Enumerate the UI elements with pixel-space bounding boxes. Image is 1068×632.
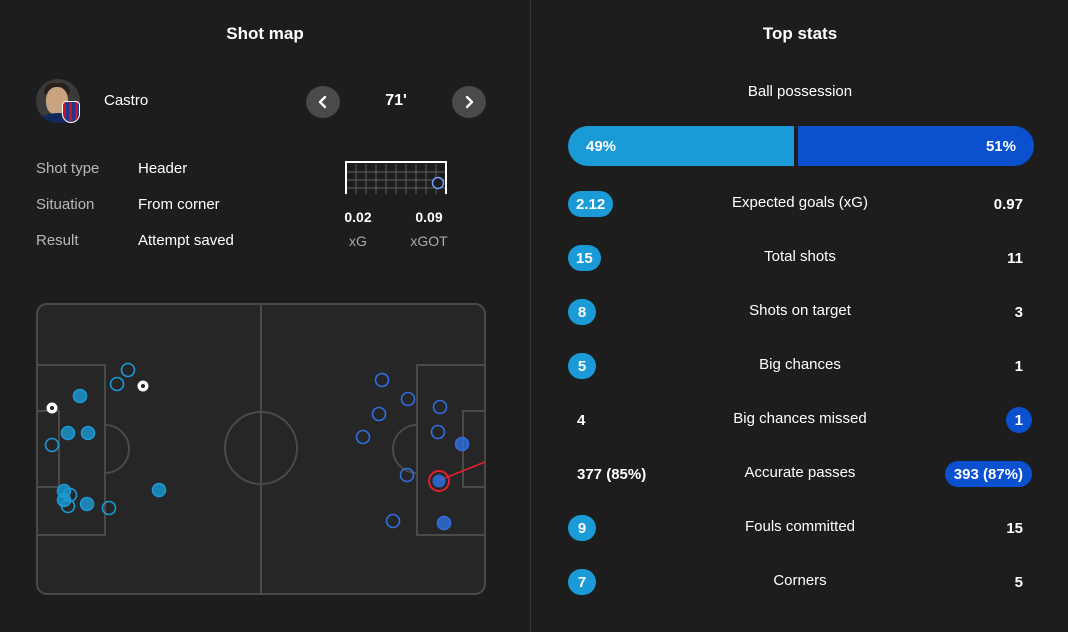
- possession-home-bar: 49%: [568, 126, 794, 166]
- shot-marker[interactable]: [44, 437, 60, 453]
- stat-away-value: 1: [1005, 407, 1032, 433]
- shot-marker[interactable]: [355, 429, 371, 445]
- stat-home-value: 7: [568, 569, 596, 595]
- top-stats-panel: Top stats Ball possession 49% 51% 2.12 E…: [532, 0, 1068, 632]
- next-shot-button[interactable]: [452, 86, 486, 118]
- stat-home-value: 377 (85%): [577, 465, 647, 483]
- goal-mouth-graphic: [345, 161, 447, 194]
- stat-away-value: 15: [1006, 519, 1023, 537]
- shot-marker[interactable]: [60, 498, 76, 514]
- shot-marker[interactable]: [371, 406, 387, 422]
- stat-away-value: 1: [1014, 357, 1023, 375]
- shot-map-panel: Shot map Castro 71' Shot type Header Sit…: [0, 0, 530, 632]
- shot-marker[interactable]: [374, 372, 390, 388]
- stat-home-value: 9: [568, 515, 596, 541]
- situation-label: Situation: [36, 196, 95, 213]
- chevron-left-icon: [318, 95, 327, 109]
- club-badge-icon: [62, 101, 80, 123]
- stat-away-value: 5: [1014, 573, 1023, 591]
- result-value: Attempt saved: [138, 232, 234, 249]
- stat-row-big-chances-missed: 4 Big chances missed 1: [532, 406, 1068, 434]
- stat-label: Expected goals (xG): [732, 194, 868, 211]
- shot-type-value: Header: [138, 160, 188, 177]
- stat-home-value: 15: [568, 245, 601, 271]
- stat-away-value: 11: [1007, 249, 1023, 267]
- chevron-right-icon: [465, 95, 474, 109]
- shot-map-pitch[interactable]: [36, 303, 486, 595]
- stat-away-value: 0.97: [993, 195, 1023, 213]
- possession-away-value: 51%: [985, 137, 1016, 155]
- shot-marker[interactable]: [436, 515, 452, 531]
- possession-away-bar: 51%: [798, 126, 1034, 166]
- xg-value: 0.02: [344, 209, 372, 225]
- shot-marker[interactable]: [60, 425, 76, 441]
- stat-row-fouls-committed: 9 Fouls committed 15: [532, 514, 1068, 542]
- stat-label: Accurate passes: [744, 464, 856, 481]
- stat-home-value: 2.12: [568, 191, 614, 217]
- shot-marker[interactable]: [109, 376, 125, 392]
- previous-shot-button[interactable]: [306, 86, 340, 118]
- stat-label: Total shots: [764, 248, 836, 265]
- football-icon[interactable]: [46, 402, 58, 414]
- shot-marker[interactable]: [79, 496, 95, 512]
- shot-marker[interactable]: [151, 482, 167, 498]
- stat-away-value: 393 (87%): [944, 461, 1032, 487]
- shot-marker[interactable]: [430, 424, 446, 440]
- stat-row-big-chances: 5 Big chances 1: [532, 352, 1068, 380]
- shot-marker[interactable]: [101, 500, 117, 516]
- stat-label: Fouls committed: [744, 518, 856, 535]
- shot-marker[interactable]: [385, 513, 401, 529]
- shot-location-marker: [431, 176, 445, 190]
- stat-row-corners: 7 Corners 5: [532, 568, 1068, 596]
- shot-marker[interactable]: [454, 436, 470, 452]
- stat-label: Big chances: [759, 356, 841, 373]
- possession-home-value: 49%: [586, 137, 617, 155]
- xgot-value: 0.09: [415, 209, 443, 225]
- shot-marker[interactable]: [432, 399, 448, 415]
- shot-type-label: Shot type: [36, 160, 100, 177]
- top-stats-title: Top stats: [762, 24, 838, 43]
- stat-home-value: 8: [568, 299, 596, 325]
- stat-row-accurate-passes: 377 (85%) Accurate passes 393 (87%): [532, 460, 1068, 488]
- shot-marker[interactable]: [120, 362, 136, 378]
- stat-row-shots-on-target: 8 Shots on target 3: [532, 298, 1068, 326]
- football-icon[interactable]: [137, 380, 149, 392]
- stat-label: Shots on target: [749, 302, 851, 319]
- panel-divider: [530, 0, 531, 632]
- xg-label: xG: [349, 233, 367, 249]
- result-label: Result: [36, 232, 79, 249]
- shot-marker[interactable]: [72, 388, 88, 404]
- shot-map-title: Shot map: [226, 24, 304, 43]
- stat-home-value: 5: [568, 353, 596, 379]
- stat-label: Big chances missed: [733, 410, 867, 427]
- stat-label: Corners: [773, 572, 827, 589]
- shot-marker[interactable]: [400, 391, 416, 407]
- possession-label: Ball possession: [747, 83, 853, 100]
- stat-away-value: 3: [1014, 303, 1023, 321]
- stat-row-xg: 2.12 Expected goals (xG) 0.97: [532, 190, 1068, 218]
- situation-value: From corner: [138, 196, 220, 213]
- player-name[interactable]: Castro: [104, 92, 149, 109]
- shot-marker[interactable]: [399, 467, 415, 483]
- stat-home-value: 4: [577, 411, 586, 429]
- xgot-label: xGOT: [410, 233, 448, 249]
- stat-row-total-shots: 15 Total shots 11: [532, 244, 1068, 272]
- shot-minute: 71': [385, 92, 407, 109]
- shot-marker[interactable]: [80, 425, 96, 441]
- selected-shot-marker[interactable]: [428, 470, 450, 492]
